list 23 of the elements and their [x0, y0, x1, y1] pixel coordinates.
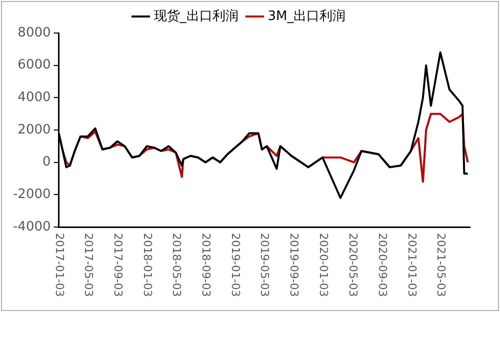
x-tick-label: 2018-05-03 [170, 233, 183, 297]
y-tick-label: 4000 [18, 90, 51, 106]
x-tick-label: 2020-05-03 [346, 233, 360, 297]
x-tick-label: 2019-09-03 [288, 233, 301, 297]
x-tick-label: 2020-09-03 [376, 233, 390, 297]
x-tick-label: 2017-05-03 [82, 233, 95, 297]
y-tick-label: 8000 [18, 25, 51, 40]
x-tick-label: 2019-01-03 [229, 233, 242, 297]
y-tick-label: 2000 [18, 122, 51, 138]
y-tick-label: -2000 [12, 187, 51, 202]
y-tick-label: 6000 [18, 58, 51, 73]
x-tick-label: 2021-01-03 [406, 233, 418, 297]
y-tick-label: -4000 [12, 219, 51, 234]
x-tick-label: 2021-05-03 [434, 233, 448, 297]
x-tick-label: 2017-09-03 [112, 233, 125, 297]
y-tick-label: 0 [42, 154, 51, 170]
x-tick-label: 2019-05-03 [258, 233, 272, 297]
legend-label: 3M_出口利润 [268, 8, 346, 24]
x-tick-label: 2020-01-03 [317, 233, 330, 297]
x-tick-label: 2017-01-03 [52, 233, 66, 297]
x-tick-label: 2018-09-03 [200, 233, 213, 297]
legend-label: 现货_出口利润 [154, 8, 238, 24]
x-tick-label: 2018-01-03 [141, 233, 154, 297]
